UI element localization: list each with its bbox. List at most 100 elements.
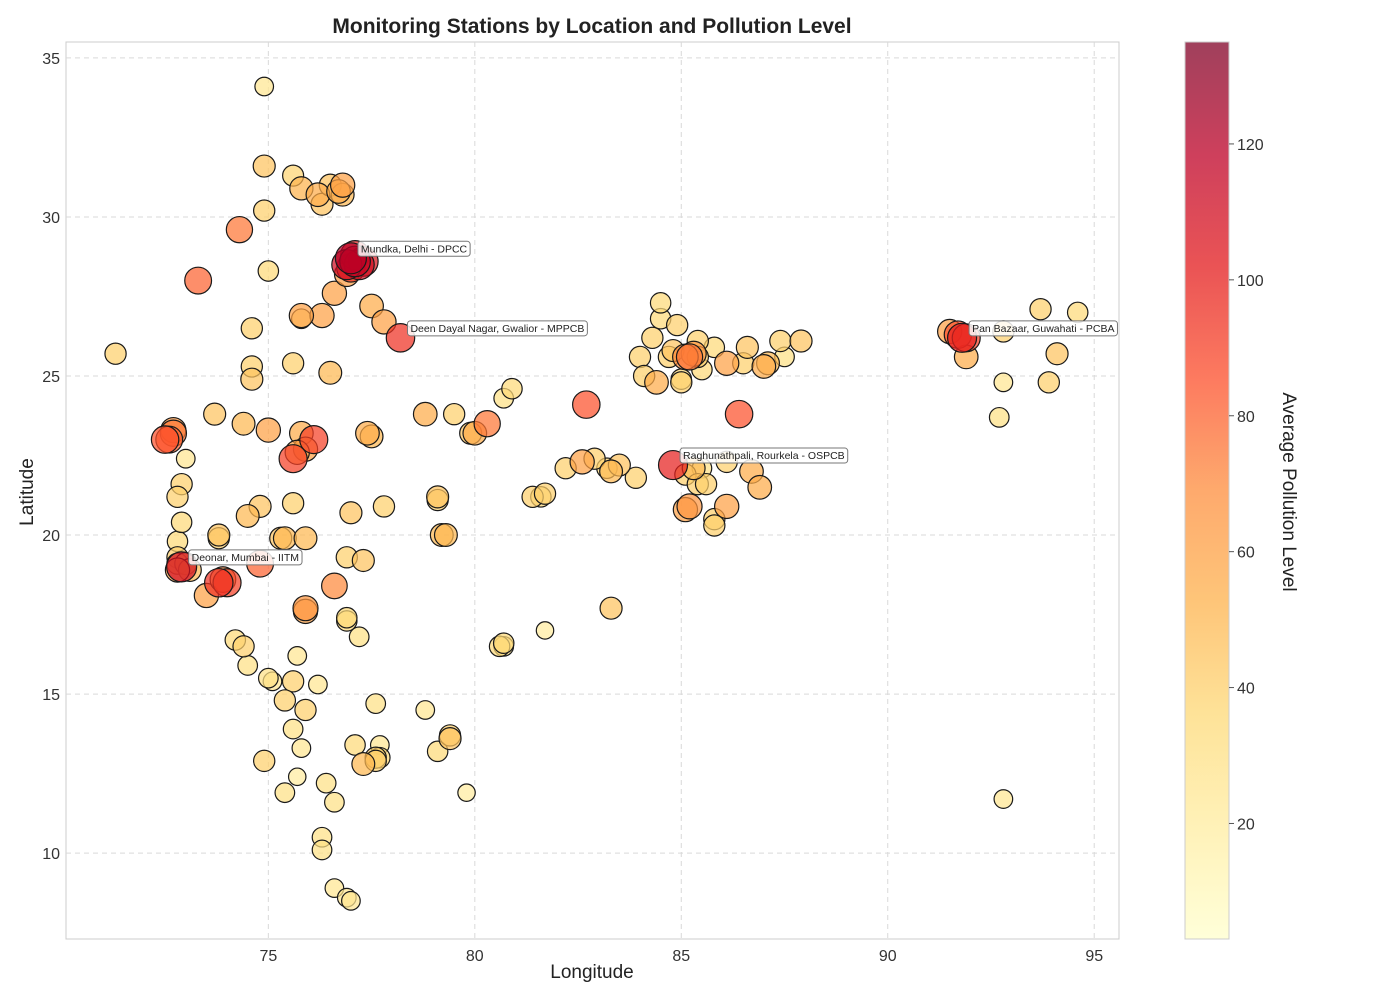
station-point [257, 260, 280, 282]
station-point [278, 444, 308, 474]
station-point [1029, 297, 1052, 321]
station-point [675, 343, 704, 371]
station-point [599, 596, 623, 620]
y-tick-label: 20 [42, 528, 60, 545]
station-point [203, 567, 234, 598]
station-annotation: Raghunathpali, Rourkela - OSPCB [679, 447, 849, 464]
station-point [714, 350, 740, 376]
station-point [433, 523, 458, 548]
station-point [747, 474, 773, 500]
station-point [281, 352, 305, 375]
station-point [240, 317, 264, 340]
station-point [628, 345, 652, 369]
station-point [599, 459, 624, 484]
station-point [348, 626, 370, 648]
station-point [321, 572, 348, 600]
station-point [166, 485, 189, 509]
station-point [365, 693, 387, 715]
station-point [324, 791, 345, 813]
station-point [257, 667, 279, 689]
station-point [339, 501, 363, 525]
station-point [351, 752, 376, 777]
station-point [438, 727, 462, 751]
station-point [329, 172, 356, 198]
y-axis-ticks: 10 15 20 25 30 35 [42, 51, 60, 863]
station-point [335, 606, 358, 629]
annotation-label: Raghunathpali, Rourkela - OSPCB [683, 450, 845, 462]
x-axis-ticks: 75 80 85 90 95 [259, 948, 1103, 965]
colorbar [1184, 41, 1230, 940]
station-point [170, 511, 193, 534]
x-tick-label: 95 [1085, 948, 1103, 965]
station-point [569, 449, 595, 475]
station-point [535, 621, 555, 640]
annotation-box [406, 320, 588, 337]
station-point [292, 595, 319, 622]
station-point [724, 399, 754, 429]
x-tick-label: 75 [259, 948, 277, 965]
y-axis-label: Latitude [17, 458, 38, 526]
station-point [253, 749, 276, 773]
station-point [235, 503, 260, 528]
colorbar-tick-label: 20 [1237, 816, 1255, 833]
station-point [288, 302, 315, 329]
station-point [252, 154, 276, 178]
annotation-label: Deen Dayal Nagar, Gwalior - MPPCB [410, 323, 584, 335]
station-point [255, 417, 282, 443]
station-point [341, 890, 361, 911]
annotation-box [968, 320, 1118, 337]
y-tick-label: 25 [42, 369, 60, 386]
x-tick-label: 90 [879, 948, 897, 965]
station-point [501, 377, 523, 400]
station-point [355, 420, 380, 446]
station-point [694, 472, 718, 496]
station-point [644, 369, 669, 395]
station-point [274, 782, 296, 804]
station-point [457, 783, 476, 802]
y-tick-label: 15 [42, 687, 60, 704]
station-point [305, 182, 331, 208]
annotation-label: Deonar, Mumbai - IITM [192, 552, 299, 564]
station-point [641, 326, 664, 350]
station-point [254, 76, 275, 97]
annotation-label: Pan Bazaar, Guwahati - PCBA [972, 323, 1114, 335]
station-point [670, 371, 693, 394]
y-tick-label: 30 [42, 210, 60, 227]
station-point [676, 493, 703, 520]
station-point [492, 632, 515, 654]
station-point [789, 329, 813, 353]
data-points [104, 76, 1089, 911]
station-point [282, 718, 304, 740]
station-point [203, 402, 227, 426]
y-tick-label: 10 [42, 846, 60, 863]
station-point [231, 411, 256, 436]
annotation-box [679, 447, 849, 464]
station-annotation: Deen Dayal Nagar, Gwalior - MPPCB [406, 320, 588, 337]
annotations: Mundka, Delhi - DPCC Deen Dayal Nagar, Gw… [188, 240, 1118, 566]
station-point [714, 493, 740, 520]
station-point [273, 689, 297, 712]
station-point [735, 335, 759, 359]
station-point [1037, 371, 1061, 394]
station-annotation: Pan Bazaar, Guwahati - PCBA [968, 320, 1118, 337]
station-point [253, 199, 276, 222]
station-point [649, 292, 672, 314]
station-point [294, 698, 317, 722]
station-point [351, 548, 375, 573]
station-point [287, 767, 307, 787]
colorbar-tick-label: 80 [1237, 409, 1255, 426]
station-point [318, 360, 343, 385]
colorbar-tick-label: 120 [1237, 137, 1264, 154]
station-point [315, 772, 337, 794]
station-point [237, 655, 259, 676]
station-point [1045, 342, 1069, 366]
station-point [372, 495, 396, 518]
annotation-label: Mundka, Delhi - DPCC [361, 243, 468, 255]
station-point [307, 674, 328, 695]
station-point [150, 425, 180, 454]
station-point [426, 485, 450, 509]
station-point [412, 401, 438, 427]
station-point [272, 526, 297, 551]
station-point [281, 492, 305, 515]
station-point [281, 670, 305, 693]
